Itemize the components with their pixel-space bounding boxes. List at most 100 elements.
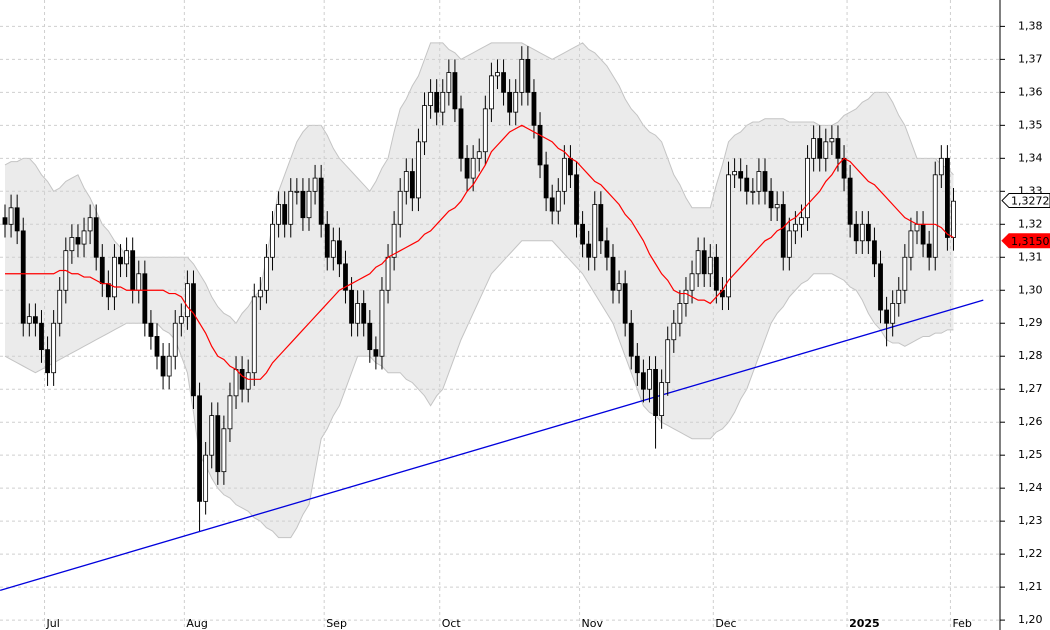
candle-body: [847, 177, 853, 225]
y-tick-label: 1,20: [1018, 613, 1043, 626]
x-tick-label: Aug: [186, 617, 207, 630]
y-tick-label: 1,24: [1018, 481, 1043, 494]
candle-body: [349, 289, 354, 324]
candle-body: [926, 243, 932, 258]
candle-body: [288, 190, 294, 225]
candle-body: [397, 190, 403, 225]
candle-body: [112, 256, 117, 298]
candle-body: [403, 171, 409, 192]
candle-body: [695, 250, 701, 275]
candle-body: [257, 289, 263, 298]
candle-body: [93, 217, 99, 258]
candle-body: [513, 91, 519, 113]
price-tag: [1001, 233, 1050, 249]
candle-body: [884, 309, 889, 324]
candle-body: [87, 217, 93, 232]
candle-body: [416, 141, 421, 199]
candle-body: [99, 256, 105, 285]
candle-body: [707, 256, 713, 275]
candle-body: [233, 369, 239, 397]
candle-body: [148, 322, 154, 337]
y-tick-label: 1,38: [1018, 19, 1043, 32]
y-tick-label: 1,36: [1018, 85, 1043, 98]
candle-body: [470, 157, 476, 179]
band-lower: [4, 240, 954, 539]
candle-body: [482, 108, 488, 153]
y-tick-label: 1,23: [1018, 514, 1043, 527]
x-tick-label: Oct: [442, 617, 462, 630]
band-area: [5, 42, 954, 538]
candle-body: [744, 177, 750, 192]
candle-body: [203, 454, 209, 502]
candle-body: [738, 171, 744, 179]
candle-body: [616, 283, 622, 291]
candle-body: [689, 273, 695, 291]
y-tick-label: 1,31: [1018, 250, 1043, 263]
candle-body: [865, 223, 871, 242]
candle-body: [367, 322, 373, 351]
candle-body: [799, 217, 804, 225]
candle-body: [245, 372, 251, 390]
y-tick-label: 1,30: [1018, 283, 1043, 296]
candle-body: [732, 171, 737, 176]
candle-body: [829, 138, 835, 143]
candle-body: [531, 91, 537, 126]
candle-body: [422, 105, 427, 143]
candle-body: [604, 240, 610, 258]
candle-body: [786, 230, 792, 258]
candle-body: [361, 303, 367, 324]
candle-body: [501, 72, 506, 93]
candle-body: [647, 369, 652, 390]
y-tick-label: 1,28: [1018, 349, 1043, 362]
candle-body: [774, 204, 780, 209]
candle-body: [458, 108, 464, 159]
candle-body: [920, 223, 926, 245]
candle-body: [282, 204, 288, 225]
candle-body: [525, 58, 531, 93]
y-tick-label: 1,25: [1018, 448, 1043, 461]
moving-average: [5, 124, 954, 380]
candle-body: [519, 58, 525, 93]
candle-body: [172, 322, 178, 357]
candle-body: [264, 256, 269, 291]
candle-body: [124, 250, 129, 265]
candle-body: [811, 138, 817, 159]
candle-body: [671, 322, 677, 341]
candle-body: [902, 256, 908, 291]
x-tick-label: Dec: [715, 617, 736, 630]
candle-body: [574, 174, 579, 225]
candle-body: [476, 151, 482, 159]
candle-body: [726, 174, 731, 298]
candle-body: [2, 217, 8, 225]
candle-body: [39, 322, 44, 351]
candle-body: [890, 303, 896, 324]
candle-body: [665, 339, 671, 384]
x-tick-label: 2025: [849, 617, 880, 630]
y-tick-label: 1,37: [1018, 52, 1043, 65]
candle-body: [580, 223, 585, 245]
candle-body: [75, 237, 81, 245]
candle-body: [659, 382, 665, 417]
candle-body: [938, 157, 944, 176]
candle-body: [391, 223, 397, 258]
price-tag-label: 1,3150: [1011, 235, 1050, 248]
candle-body: [343, 263, 348, 291]
candle-body: [762, 171, 768, 192]
candle-body: [330, 240, 336, 258]
candle-body: [495, 72, 500, 77]
candle-body: [209, 415, 215, 456]
candle-body: [853, 223, 859, 242]
candle-body: [452, 72, 458, 110]
candle-body: [713, 256, 719, 291]
y-tick-label: 1,26: [1018, 415, 1043, 428]
y-tick-label: 1,29: [1018, 316, 1043, 329]
candle-body: [215, 415, 221, 473]
candle-body: [33, 316, 38, 324]
candle-body: [683, 289, 689, 304]
candle-body: [641, 372, 646, 390]
price-tag-label: 1,3272: [1011, 195, 1050, 208]
candle-body: [872, 240, 877, 265]
candle-body: [184, 283, 190, 318]
candle-body: [81, 230, 87, 245]
candle-body: [488, 75, 494, 110]
